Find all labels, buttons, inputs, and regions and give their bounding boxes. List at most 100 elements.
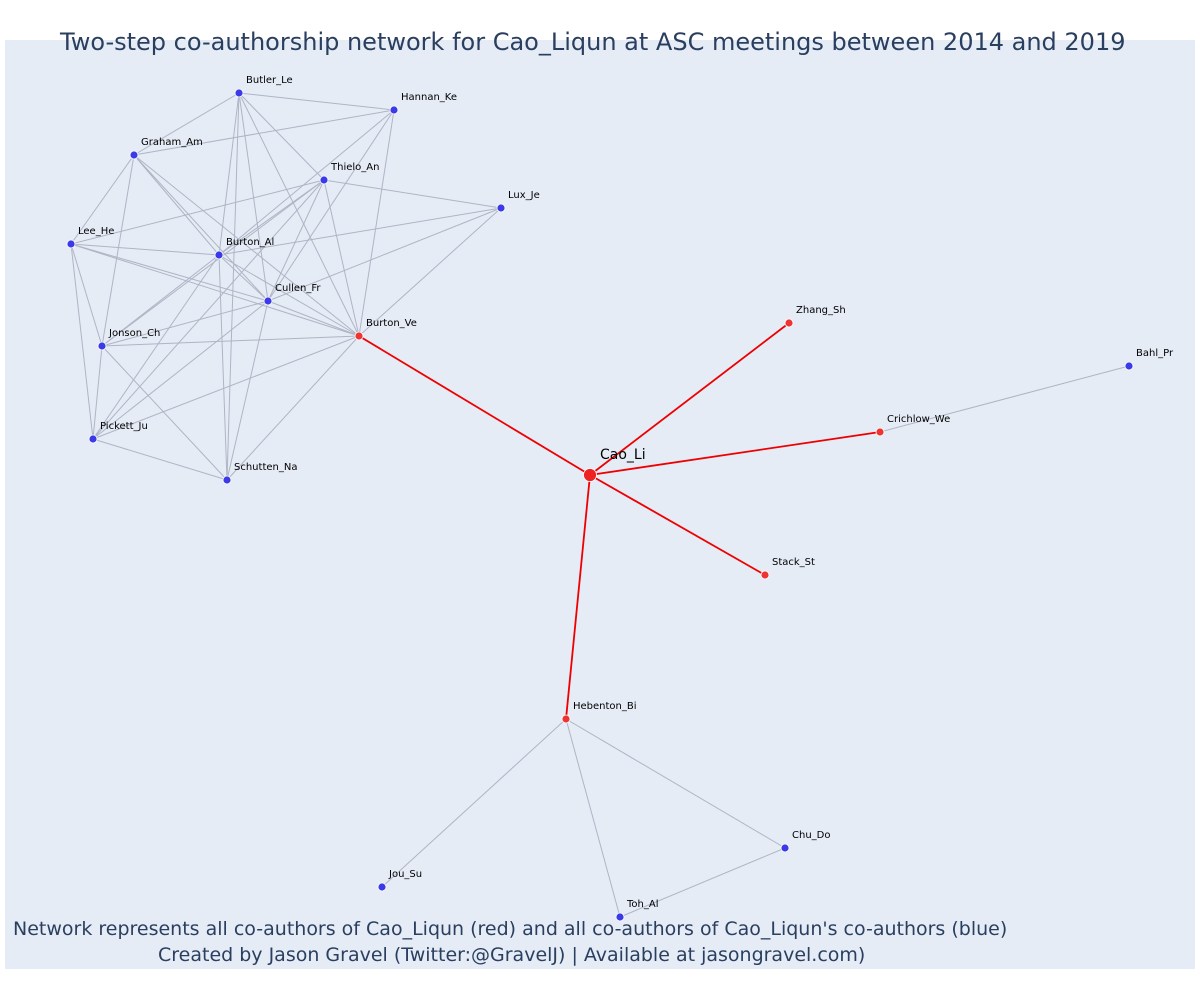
edge-Thielo_An-Cullen_Fr bbox=[267, 179, 325, 302]
edge-Graham_Am-Lee_He bbox=[70, 154, 135, 245]
edges-layer bbox=[70, 92, 1130, 918]
node-label-Thielo_An: Thielo_An bbox=[330, 162, 379, 173]
node-Burton_Ve[interactable] bbox=[354, 331, 364, 341]
node-label-Cullen_Fr: Cullen_Fr bbox=[275, 283, 321, 294]
node-label-Burton_Ve: Burton_Ve bbox=[366, 318, 417, 329]
edge-Graham_Am-Burton_Al bbox=[133, 154, 220, 256]
labels-layer: Cao_Li Burton_Ve Zhang_Sh Crichlow_We Stack_… bbox=[78, 75, 1174, 910]
edge-Hannan_Ke-Graham_Am bbox=[133, 109, 395, 156]
node-label-Lee_He: Lee_He bbox=[78, 226, 114, 237]
edge-Burton_Ve-Lux_Je bbox=[358, 207, 502, 337]
node-Crichlow_We[interactable] bbox=[875, 427, 885, 437]
node-Lee_He[interactable] bbox=[66, 239, 76, 249]
edge-Hannan_Ke-Burton_Al bbox=[218, 109, 395, 256]
node-Thielo_An[interactable] bbox=[319, 175, 329, 185]
node-Bahl_Pr[interactable] bbox=[1124, 361, 1134, 371]
edge-Burton_Ve-Cullen_Fr bbox=[267, 300, 360, 337]
edge-Burton_Ve-Thielo_An bbox=[323, 179, 360, 337]
node-label-Hannan_Ke: Hannan_Ke bbox=[401, 92, 457, 103]
plot-area bbox=[5, 40, 1195, 969]
edge-Burton_Al-Jonson_Ch bbox=[101, 254, 220, 347]
edge-Burton_Ve-Graham_Am bbox=[133, 154, 360, 337]
node-Burton_Al[interactable] bbox=[214, 250, 224, 260]
edge-Hebenton_Bi-Jou_Su bbox=[381, 718, 567, 888]
edge-Burton_Ve-Burton_Al bbox=[218, 254, 360, 337]
edge-Butler_Le-Thielo_An bbox=[238, 92, 325, 181]
node-label-Hebenton_Bi: Hebenton_Bi bbox=[573, 701, 637, 712]
node-label-Jonson_Ch: Jonson_Ch bbox=[108, 328, 160, 339]
nodes-layer bbox=[66, 88, 1134, 922]
node-Hannan_Ke[interactable] bbox=[389, 105, 399, 115]
edge-Cullen_Fr-Pickett_Ju bbox=[92, 300, 269, 440]
edge-Lee_He-Cullen_Fr bbox=[70, 243, 269, 302]
node-label-Lux_Je: Lux_Je bbox=[508, 190, 540, 201]
edge-Hebenton_Bi-Chu_Do bbox=[565, 718, 786, 849]
node-label-Jou_Su: Jou_Su bbox=[388, 869, 422, 880]
edge-Butler_Le-Burton_Al bbox=[218, 92, 240, 256]
edge-Butler_Le-Cullen_Fr bbox=[238, 92, 269, 302]
edge-Lee_He-Burton_Al bbox=[70, 243, 220, 256]
edge-Burton_Ve-Lee_He bbox=[70, 243, 360, 337]
footer-caption: Network represents all co-authors of Cao… bbox=[13, 918, 1008, 940]
node-label-Schutten_Na: Schutten_Na bbox=[234, 462, 297, 473]
edge-Butler_Le-Graham_Am bbox=[133, 92, 240, 156]
edge-Butler_Le-Hannan_Ke bbox=[238, 92, 395, 111]
chart-title: Two-step co-authorship network for Cao_L… bbox=[60, 28, 1126, 56]
node-label-Crichlow_We: Crichlow_We bbox=[887, 414, 950, 425]
edge-Lee_He-Pickett_Ju bbox=[70, 243, 94, 440]
node-Butler_Le[interactable] bbox=[234, 88, 244, 98]
edge-Burton_Ve-Hannan_Ke bbox=[358, 109, 395, 337]
edge-Hebenton_Bi-Toh_Al bbox=[565, 718, 621, 918]
edge-Cao_Li-Stack_St bbox=[589, 474, 766, 576]
edge-Thielo_An-Pickett_Ju bbox=[92, 179, 325, 440]
edge-Pickett_Ju-Schutten_Na bbox=[92, 438, 228, 481]
node-Graham_Am[interactable] bbox=[129, 150, 139, 160]
node-Jonson_Ch[interactable] bbox=[97, 341, 107, 351]
edge-Graham_Am-Cullen_Fr bbox=[133, 154, 269, 302]
node-label-Chu_Do: Chu_Do bbox=[792, 830, 830, 841]
node-Schutten_Na[interactable] bbox=[222, 475, 232, 485]
node-Pickett_Ju[interactable] bbox=[88, 434, 98, 444]
node-label-Burton_Al: Burton_Al bbox=[226, 237, 274, 248]
edge-Jonson_Ch-Schutten_Na bbox=[101, 345, 228, 481]
edge-Burton_Ve-Schutten_Na bbox=[226, 335, 360, 481]
node-Zhang_Sh[interactable] bbox=[784, 318, 794, 328]
edge-Burton_Ve-Jonson_Ch bbox=[101, 335, 360, 347]
edge-Lux_Je-Burton_Al bbox=[218, 207, 502, 256]
node-Toh_Al[interactable] bbox=[615, 912, 625, 922]
edge-Lee_He-Thielo_An bbox=[70, 179, 325, 245]
edge-Lee_He-Jonson_Ch bbox=[70, 243, 103, 347]
node-Cao_Li[interactable] bbox=[583, 468, 597, 482]
node-label-Cao_Li: Cao_Li bbox=[600, 447, 646, 463]
edge-Burton_Ve-Butler_Le bbox=[238, 92, 360, 337]
node-Stack_St[interactable] bbox=[760, 570, 770, 580]
edge-Hannan_Ke-Cullen_Fr bbox=[267, 109, 395, 302]
edge-Cullen_Fr-Jonson_Ch bbox=[101, 300, 269, 347]
edge-Burton_Al-Pickett_Ju bbox=[92, 254, 220, 440]
node-label-Toh_Al: Toh_Al bbox=[626, 899, 658, 910]
node-Chu_Do[interactable] bbox=[780, 843, 790, 853]
edge-Cullen_Fr-Schutten_Na bbox=[226, 300, 269, 481]
edge-Burton_Al-Schutten_Na bbox=[218, 254, 228, 481]
edge-Burton_Al-Cullen_Fr bbox=[218, 254, 269, 302]
node-Lux_Je[interactable] bbox=[496, 203, 506, 213]
node-Hebenton_Bi[interactable] bbox=[561, 714, 571, 724]
edge-Cao_Li-Hebenton_Bi bbox=[565, 474, 591, 720]
edge-Lux_Je-Cullen_Fr bbox=[267, 207, 502, 302]
node-Jou_Su[interactable] bbox=[377, 882, 387, 892]
footer-credit: Created by Jason Gravel (Twitter:@Gravel… bbox=[158, 944, 866, 966]
edge-Butler_Le-Schutten_Na bbox=[226, 92, 240, 481]
node-label-Zhang_Sh: Zhang_Sh bbox=[796, 305, 846, 316]
edge-Jonson_Ch-Pickett_Ju bbox=[92, 345, 103, 440]
edge-Cao_Li-Crichlow_We bbox=[589, 431, 881, 476]
edge-Thielo_An-Lux_Je bbox=[323, 179, 502, 209]
edge-Crichlow_We-Bahl_Pr bbox=[879, 365, 1130, 433]
node-Cullen_Fr[interactable] bbox=[263, 296, 273, 306]
edge-Burton_Ve-Pickett_Ju bbox=[92, 335, 360, 440]
node-label-Graham_Am: Graham_Am bbox=[141, 137, 203, 148]
edge-Graham_Am-Jonson_Ch bbox=[101, 154, 135, 347]
edge-Toh_Al-Chu_Do bbox=[619, 847, 786, 918]
edge-Cao_Li-Zhang_Sh bbox=[589, 322, 790, 476]
node-label-Butler_Le: Butler_Le bbox=[246, 75, 293, 86]
